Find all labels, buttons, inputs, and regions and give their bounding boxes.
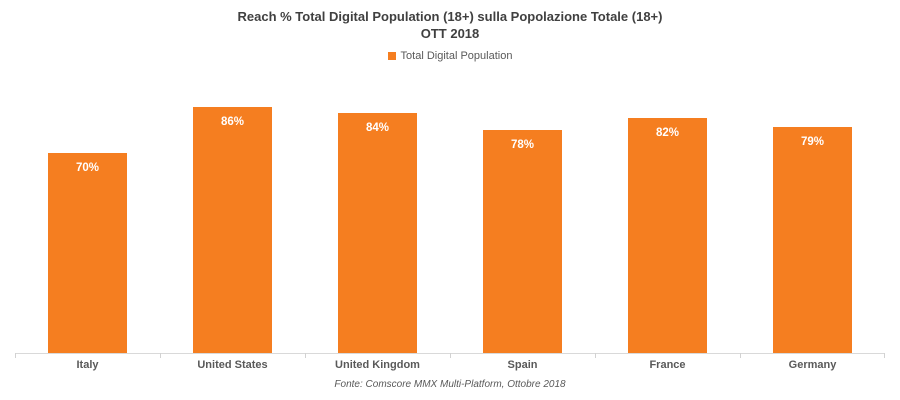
bar-italy: 70% xyxy=(48,152,127,353)
bar-value-label: 70% xyxy=(75,161,100,174)
x-axis-labels: Italy United States United Kingdom Spain Fra… xyxy=(15,359,885,371)
bar-cell: 86% xyxy=(160,67,305,353)
x-axis-label-spain: Spain xyxy=(507,359,538,371)
chart-title-line1: Reach % Total Digital Population (18+) s… xyxy=(237,9,663,24)
chart-title: Reach % Total Digital Population (18+) s… xyxy=(0,8,900,42)
legend-label: Total Digital Population xyxy=(400,50,513,62)
legend-swatch-icon xyxy=(387,52,396,60)
bar-france: 82% xyxy=(628,118,707,353)
bar-cell: 79% xyxy=(740,67,885,353)
x-axis-tick xyxy=(304,353,306,358)
x-axis-label-united-states: United States xyxy=(197,359,268,371)
chart-title-line2: OTT 2018 xyxy=(420,26,480,41)
x-axis-tick xyxy=(740,353,741,358)
bar-value-label: 84% xyxy=(365,121,390,134)
bar-cell: 78% xyxy=(450,67,595,353)
bar-value-label: 82% xyxy=(655,127,680,140)
bar-value-label: 79% xyxy=(800,136,825,149)
bar-value-label: 78% xyxy=(510,138,535,151)
legend: Total Digital Population xyxy=(0,50,900,62)
x-axis-label-germany: Germany xyxy=(788,359,837,371)
x-axis-tick xyxy=(594,353,596,358)
x-axis-tick xyxy=(884,353,885,358)
plot-area: 70% 86% 84% 78% 82% 79% xyxy=(15,67,885,353)
source-note: Fonte: Comscore MMX Multi-Platform, Otto… xyxy=(334,379,566,390)
x-axis-label-france: France xyxy=(649,359,686,371)
x-axis-tick xyxy=(450,353,451,358)
bar-cell: 70% xyxy=(15,67,160,353)
x-axis-tick xyxy=(159,353,161,358)
x-axis-label-united-kingdom: United Kingdom xyxy=(335,359,420,371)
x-axis-ticks xyxy=(15,353,885,359)
bar-germany: 79% xyxy=(773,127,852,353)
bar-value-label: 86% xyxy=(220,116,245,129)
bar-united-kingdom: 84% xyxy=(338,112,417,353)
bar-cell: 82% xyxy=(595,67,740,353)
bar-united-states: 86% xyxy=(193,107,272,353)
x-axis-tick xyxy=(15,353,16,358)
bar-spain: 78% xyxy=(483,129,562,353)
bar-cell: 84% xyxy=(305,67,450,353)
x-axis-label-italy: Italy xyxy=(76,359,99,371)
